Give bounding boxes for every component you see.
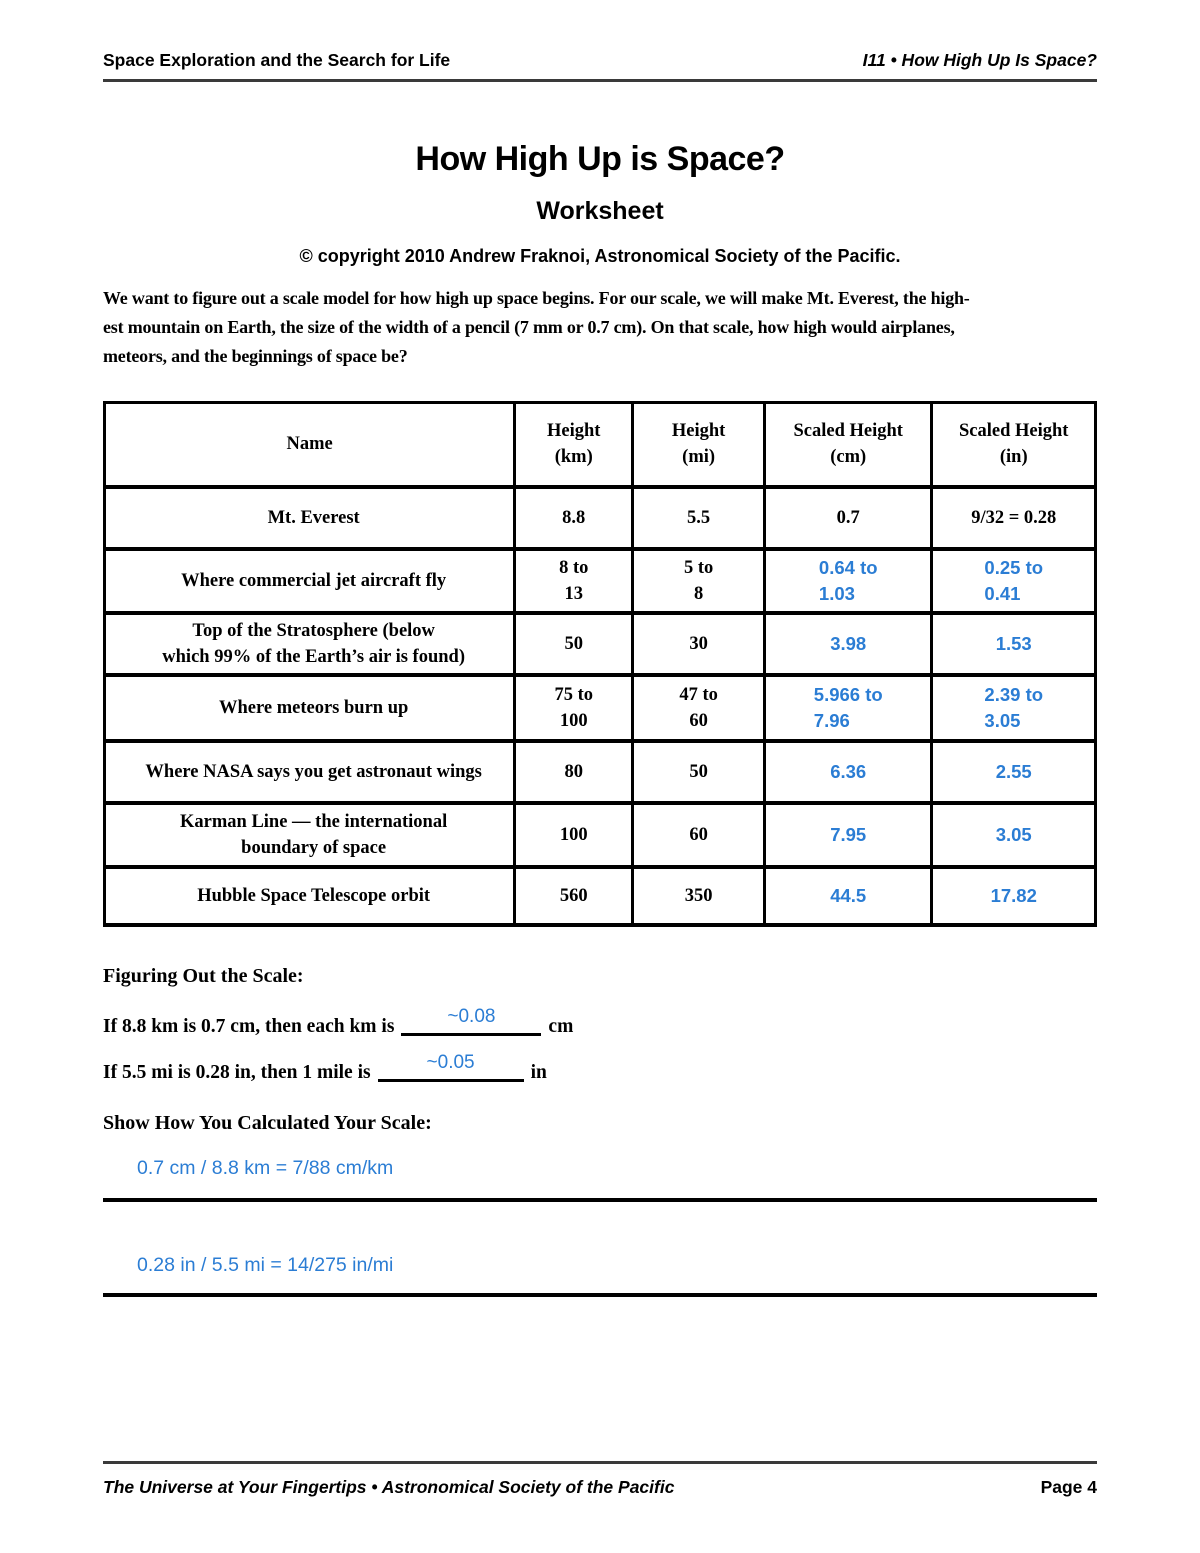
intro-paragraph: We want to figure out a scale model for … bbox=[103, 284, 1097, 371]
page-title: How High Up is Space? bbox=[415, 140, 785, 178]
footer-left-text: The Universe at Your Fingertips • Astron… bbox=[103, 1477, 675, 1497]
row-height-mi: 50 bbox=[631, 738, 766, 805]
calculation-answer-cm-km: 0.7 cm / 8.8 km = 7/88 cm/km bbox=[137, 1156, 394, 1179]
row-scaled-in-answer: 2.55 bbox=[930, 738, 1097, 805]
footer-page-number: Page 4 bbox=[1040, 1477, 1097, 1497]
figuring-scale-heading: Figuring Out the Scale: bbox=[103, 964, 304, 987]
scale-answer-mi: ~0.05 bbox=[426, 1051, 475, 1073]
row-name: Karman Line — the international boundary… bbox=[102, 800, 517, 869]
running-header: Space Exploration and the Search for Lif… bbox=[103, 0, 1097, 71]
row-name: Where commercial jet aircraft fly bbox=[102, 546, 517, 615]
row-height-km: 8.8 bbox=[513, 484, 635, 551]
fill-in-blank-km: ~0.08 bbox=[401, 1006, 542, 1036]
table-row: Top of the Stratosphere (below which 99%… bbox=[102, 610, 1097, 677]
row-scaled-in-answer: 3.05 bbox=[930, 800, 1097, 869]
row-height-mi: 5 to 8 bbox=[631, 546, 766, 615]
answer-line bbox=[103, 1197, 1097, 1202]
col-header-name: Name bbox=[102, 401, 517, 489]
row-height-km: 100 bbox=[513, 800, 635, 869]
row-scaled-cm-answer: 0.64 to 1.03 bbox=[762, 546, 934, 615]
header-left-text: Space Exploration and the Search for Lif… bbox=[103, 50, 451, 70]
scale-question-km: If 8.8 km is 0.7 cm, then each km is ~0.0… bbox=[103, 1006, 1097, 1038]
row-height-km: 560 bbox=[513, 864, 635, 927]
row-height-km: 50 bbox=[513, 610, 635, 677]
row-scaled-in-answer: 17.82 bbox=[930, 864, 1097, 927]
row-scaled-cm-answer: 5.966 to 7.96 bbox=[762, 672, 934, 743]
scale-question-km-text: If 8.8 km is 0.7 cm, then each km is bbox=[103, 1015, 395, 1037]
scale-answer-km: ~0.08 bbox=[447, 1005, 496, 1027]
row-height-mi: 47 to 60 bbox=[631, 672, 766, 743]
answer-line bbox=[103, 1292, 1097, 1297]
intro-line-2: est mountain on Earth, the size of the w… bbox=[103, 317, 955, 337]
table-row: Where commercial jet aircraft fly 8 to 1… bbox=[102, 546, 1097, 615]
row-scaled-in-answer: 2.39 to 3.05 bbox=[930, 672, 1097, 743]
table-row: Where NASA says you get astronaut wings … bbox=[102, 738, 1097, 805]
footer-rule bbox=[103, 1461, 1097, 1464]
fill-in-blank-mi: ~0.05 bbox=[377, 1052, 524, 1082]
row-height-km: 80 bbox=[513, 738, 635, 805]
page-content: Space Exploration and the Search for Lif… bbox=[102, 0, 1097, 1297]
row-height-km: 8 to 13 bbox=[513, 546, 635, 615]
col-header-height-mi: Height (mi) bbox=[631, 401, 766, 489]
row-name: Hubble Space Telescope orbit bbox=[102, 864, 517, 927]
row-scaled-cm: 0.7 bbox=[762, 484, 934, 551]
row-scaled-in: 9/32 = 0.28 bbox=[930, 484, 1097, 551]
row-name: Where NASA says you get astronaut wings bbox=[102, 738, 517, 805]
row-scaled-cm-answer: 3.98 bbox=[762, 610, 934, 677]
intro-line-1: We want to figure out a scale model for … bbox=[103, 288, 970, 308]
scale-question-mi-unit: in bbox=[530, 1061, 547, 1083]
calculation-answer-in-mi: 0.28 in / 5.5 mi = 14/275 in/mi bbox=[137, 1253, 394, 1276]
table-row: Where meteors burn up 75 to 100 47 to 60… bbox=[102, 672, 1097, 743]
row-scaled-in-answer: 0.25 to 0.41 bbox=[930, 546, 1097, 615]
page-footer: The Universe at Your Fingertips • Astron… bbox=[103, 1461, 1097, 1498]
heights-table: Name Height (km) Height (mi) Scaled Heig… bbox=[102, 401, 1097, 927]
row-name: Mt. Everest bbox=[102, 484, 517, 551]
copyright-line: © copyright 2010 Andrew Fraknoi, Astrono… bbox=[299, 246, 901, 266]
row-scaled-cm-answer: 44.5 bbox=[762, 864, 934, 927]
row-name: Where meteors burn up bbox=[102, 672, 517, 743]
row-height-km: 75 to 100 bbox=[513, 672, 635, 743]
scale-question-mi-text: If 5.5 mi is 0.28 in, then 1 mile is bbox=[103, 1061, 371, 1083]
scale-question-mi: If 5.5 mi is 0.28 in, then 1 mile is ~0.0… bbox=[103, 1052, 1097, 1084]
table-header-row: Name Height (km) Height (mi) Scaled Heig… bbox=[102, 401, 1097, 489]
row-height-mi: 60 bbox=[631, 800, 766, 869]
intro-line-3: meteors, and the beginnings of space be? bbox=[103, 346, 408, 366]
row-scaled-cm-answer: 6.36 bbox=[762, 738, 934, 805]
row-name: Top of the Stratosphere (below which 99%… bbox=[102, 610, 517, 677]
col-header-scaled-cm: Scaled Height (cm) bbox=[762, 401, 934, 489]
table-row: Karman Line — the international boundary… bbox=[102, 800, 1097, 869]
row-height-mi: 5.5 bbox=[631, 484, 766, 551]
col-header-height-km: Height (km) bbox=[513, 401, 635, 489]
table-row: Mt. Everest 8.8 5.5 0.7 9/32 = 0.28 bbox=[102, 484, 1097, 551]
header-right-text: I11 • How High Up Is Space? bbox=[862, 50, 1097, 70]
show-calculation-heading: Show How You Calculated Your Scale: bbox=[103, 1111, 432, 1134]
header-rule bbox=[103, 79, 1097, 82]
table-row: Hubble Space Telescope orbit 560 350 44.… bbox=[102, 864, 1097, 927]
row-height-mi: 30 bbox=[631, 610, 766, 677]
row-scaled-cm-answer: 7.95 bbox=[762, 800, 934, 869]
row-height-mi: 350 bbox=[631, 864, 766, 927]
page-subtitle: Worksheet bbox=[536, 197, 664, 225]
scale-question-km-unit: cm bbox=[548, 1015, 574, 1037]
col-header-scaled-in: Scaled Height (in) bbox=[930, 401, 1097, 489]
row-scaled-in-answer: 1.53 bbox=[930, 610, 1097, 677]
